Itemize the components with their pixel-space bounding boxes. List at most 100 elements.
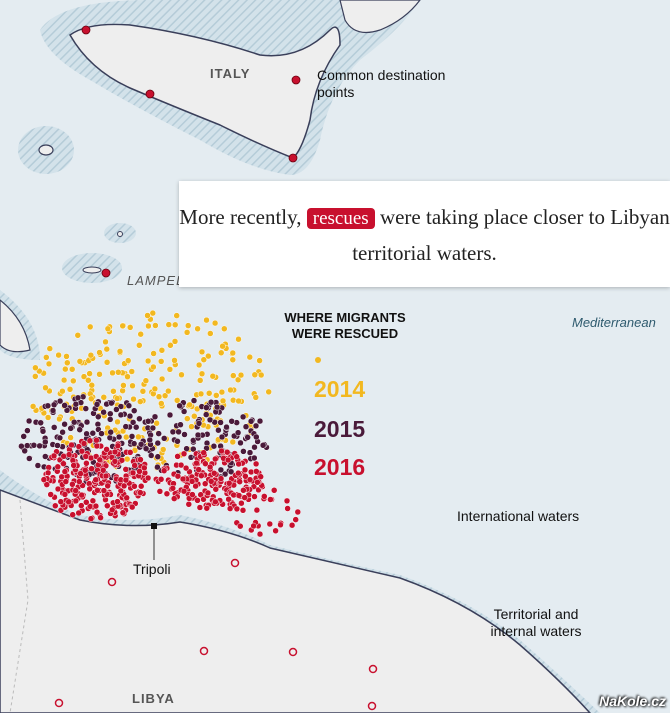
rescue-dot — [40, 476, 48, 483]
rescue-dot — [87, 515, 95, 522]
rescue-dot — [221, 325, 228, 333]
rescue-dot — [69, 511, 76, 518]
rescue-dot — [98, 430, 105, 437]
rescue-dot — [235, 397, 242, 405]
rescue-dot — [62, 365, 69, 373]
rescue-dot — [242, 473, 249, 480]
rescue-dot — [36, 442, 43, 450]
rescue-dot — [122, 466, 130, 473]
label-libya: LIBYA — [132, 691, 175, 706]
rescue-dot — [113, 395, 121, 402]
rescue-dot — [128, 433, 136, 440]
rescue-dot — [43, 354, 50, 361]
rescue-dot — [115, 433, 123, 441]
rescue-dot — [49, 407, 57, 414]
rescue-dot — [151, 413, 159, 421]
destination-points — [81, 25, 301, 278]
rescue-dot — [206, 416, 214, 424]
rescue-dot — [176, 402, 183, 410]
callout-box: More recently, rescues were taking place… — [179, 181, 670, 287]
rescue-dot — [72, 497, 80, 505]
rescue-dot — [253, 506, 261, 514]
label-italy: ITALY — [210, 66, 251, 81]
rescue-dot — [215, 426, 222, 434]
rescue-dot — [169, 428, 177, 436]
rescue-dot — [117, 403, 125, 410]
rescue-dot — [266, 520, 274, 528]
rescue-dot — [189, 491, 196, 498]
rescue-dot — [116, 348, 124, 355]
rescue-dot — [207, 330, 214, 337]
rescue-dot — [277, 521, 284, 529]
rescue-dot — [86, 485, 93, 493]
rescue-dot — [242, 423, 250, 430]
rescue-dot — [107, 428, 114, 436]
rescue-dot — [137, 441, 145, 448]
rescue-dot — [119, 387, 126, 394]
rescue-dot — [236, 478, 243, 485]
rescue-dot — [68, 441, 75, 449]
rescue-dot — [270, 487, 278, 494]
rescue-dot — [180, 450, 188, 458]
town-marker — [367, 701, 377, 711]
rescue-dot — [158, 375, 166, 383]
rescue-dot — [171, 321, 179, 329]
rescue-dot — [149, 424, 157, 432]
rescue-dot — [177, 421, 184, 428]
rescue-dot — [54, 485, 62, 493]
rescue-dot — [225, 495, 232, 503]
rescue-dot — [186, 401, 193, 409]
rescue-dot — [267, 496, 274, 503]
rescue-dot — [210, 442, 218, 450]
rescue-dot — [83, 499, 90, 506]
rescue-dot — [45, 464, 52, 471]
rescue-dot — [195, 361, 203, 369]
rescue-dot — [229, 438, 237, 446]
rescue-dot — [129, 382, 136, 390]
rescue-dot — [185, 501, 193, 508]
rescue-dot — [114, 418, 121, 426]
rescue-dot — [42, 384, 49, 392]
rescue-dot — [194, 431, 202, 439]
rescue-dot — [37, 419, 44, 427]
rescue-dot — [117, 487, 125, 495]
rescue-dot — [76, 358, 84, 365]
rescue-dot — [212, 486, 220, 493]
rescue-dot — [104, 482, 111, 490]
rescue-dot — [78, 447, 86, 455]
rescue-dot — [205, 352, 212, 360]
rescue-dot — [68, 366, 76, 373]
callout-highlight: rescues — [306, 208, 375, 229]
rescue-dot — [69, 481, 76, 488]
rescue-dot — [92, 476, 99, 484]
label-tripoli: Tripoli — [133, 561, 171, 577]
rescue-dot — [23, 442, 31, 449]
rescue-dot — [141, 464, 148, 472]
rescue-dot — [137, 330, 144, 338]
rescue-dot — [256, 530, 264, 538]
rescue-dot — [74, 394, 82, 402]
rescue-dot — [120, 482, 128, 490]
rescue-dot — [65, 451, 73, 458]
rescue-dot — [139, 388, 147, 395]
rescue-dot — [149, 309, 157, 317]
rescue-dot — [42, 453, 49, 460]
rescue-dot — [94, 487, 101, 494]
rescue-dot — [142, 445, 150, 452]
country-border — [9, 499, 29, 713]
rescue-dot — [115, 369, 122, 376]
rescue-dot — [95, 413, 102, 421]
island-pantelleria — [38, 144, 54, 156]
rescue-dot — [70, 377, 77, 385]
rescue-dot — [82, 453, 90, 460]
rescue-dot — [191, 412, 198, 420]
legend-dot — [315, 357, 321, 363]
rescue-dot — [30, 442, 38, 449]
rescue-dot — [109, 369, 116, 377]
rescue-dot — [89, 429, 97, 437]
rescue-dot — [219, 342, 226, 350]
rescue-dot — [155, 430, 162, 437]
rescue-dot — [113, 406, 120, 413]
rescue-dot — [88, 395, 95, 403]
rescue-dot — [175, 428, 182, 436]
